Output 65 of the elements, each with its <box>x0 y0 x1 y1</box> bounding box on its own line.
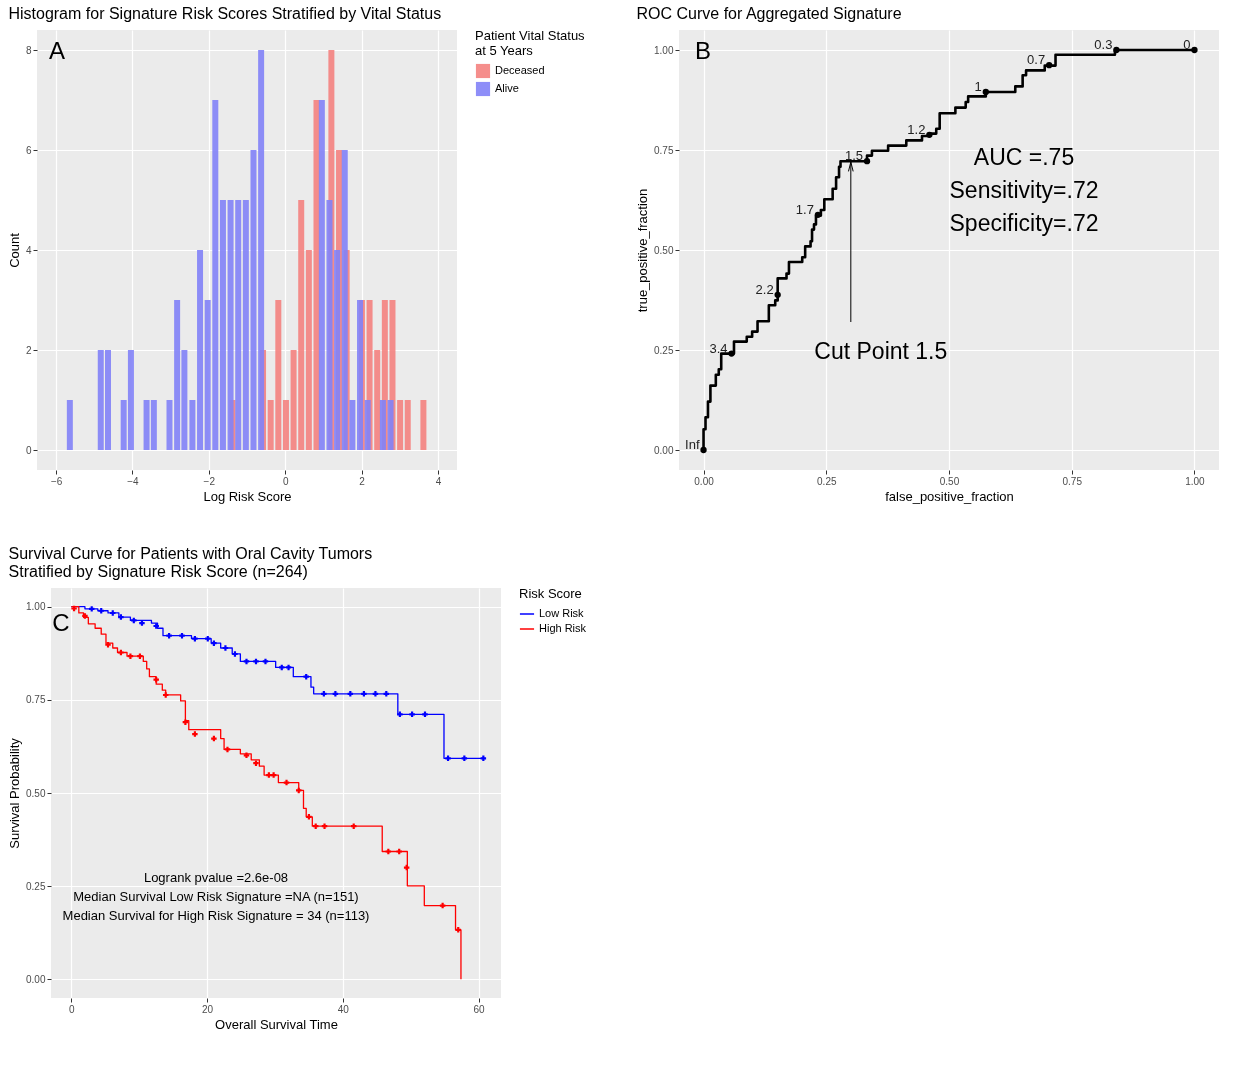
annotation: Median Survival Low Risk Signature =NA (n=151) <box>73 889 359 904</box>
y-tick-label: 0.75 <box>654 144 674 156</box>
y-tick-label: 0.50 <box>654 244 674 256</box>
annotation: 1.2 <box>907 121 926 137</box>
annotation: B <box>694 37 712 64</box>
y-tick-label: 0.00 <box>654 444 674 456</box>
annotation: Sensitivity=.72 <box>949 177 1099 203</box>
annotation: AUC =.75 <box>973 144 1075 170</box>
x-tick-label: 2 <box>359 475 366 487</box>
legend-label: Deceased <box>495 64 545 76</box>
x-tick-label: 0.25 <box>817 475 837 487</box>
annotation: Cut Point 1.5 <box>814 338 948 364</box>
chart-title: Survival Curve for Patients with Oral Cavity Tumors Stratified by Signature Risk Score (n=264) <box>8 545 373 580</box>
annotation: 0.3 <box>1094 37 1113 52</box>
x-tick-label: −4 <box>127 475 140 487</box>
y-tick-label: 0.75 <box>26 694 46 706</box>
x-tick-label: 40 <box>337 1003 350 1015</box>
y-tick-label: 0 <box>25 444 32 456</box>
x-axis-title: Overall Survival Time <box>215 1016 338 1032</box>
x-tick-label: 0.50 <box>939 475 960 487</box>
annotation: Specificity=.72 <box>949 210 1099 236</box>
y-tick-label: 8 <box>25 44 32 56</box>
chart-title: ROC Curve for Aggregated Signature <box>636 5 902 22</box>
y-tick-label: 0.25 <box>26 880 46 892</box>
x-tick-label: 0.00 <box>694 475 715 487</box>
legend-title: Patient Vital Status at 5 Years <box>475 28 586 58</box>
annotation: 1.7 <box>795 201 814 217</box>
legend-title: Risk Score <box>519 586 582 601</box>
annotation: C <box>52 609 70 636</box>
x-axis-title: false_positive_fraction <box>885 488 1014 504</box>
chart-title: Histogram for Signature Risk Scores Stratified by Vital Status <box>8 5 442 22</box>
x-axis-title: Log Risk Score <box>203 488 292 504</box>
annotation: 1.5 <box>844 148 864 164</box>
x-tick-label: −2 <box>203 475 216 487</box>
x-tick-label: 4 <box>435 475 442 487</box>
annotation: Logrank pvalue =2.6e-08 <box>143 870 289 885</box>
y-tick-label: 6 <box>25 144 32 156</box>
legend-label: Low Risk <box>539 607 585 619</box>
annotation: 1 <box>974 79 982 94</box>
x-tick-label: 0.75 <box>1062 475 1083 487</box>
x-tick-label: −6 <box>50 475 63 487</box>
y-axis-title: Survival Probability <box>7 737 23 849</box>
annotation: Inf <box>685 437 700 452</box>
annotation: Median Survival for High Risk Signature = 34 (n=113) <box>62 908 370 923</box>
annotation: 0.7 <box>1027 52 1046 68</box>
annotation: 3.4 <box>709 340 728 356</box>
y-tick-label: 0.00 <box>26 973 46 985</box>
y-tick-label: 4 <box>25 244 32 256</box>
x-tick-label: 60 <box>473 1003 486 1015</box>
annotation: 2.2 <box>755 281 774 297</box>
legend-label: High Risk <box>539 622 587 634</box>
x-tick-label: 0 <box>282 475 289 487</box>
y-axis-title: true_positive_fraction <box>635 188 651 313</box>
y-tick-label: 0.25 <box>654 344 674 356</box>
y-tick-label: 1.00 <box>654 44 674 56</box>
y-axis-title: Count <box>6 232 22 268</box>
x-tick-label: 1.00 <box>1185 475 1206 487</box>
x-tick-label: 20 <box>202 1003 214 1015</box>
annotation: 0 <box>1183 37 1191 52</box>
legend-label: Alive <box>495 82 519 94</box>
y-tick-label: 2 <box>25 344 32 356</box>
x-tick-label: 0 <box>69 1003 76 1015</box>
annotation: A <box>48 37 66 64</box>
y-tick-label: 1.00 <box>26 601 46 613</box>
y-tick-label: 0.50 <box>26 787 46 799</box>
